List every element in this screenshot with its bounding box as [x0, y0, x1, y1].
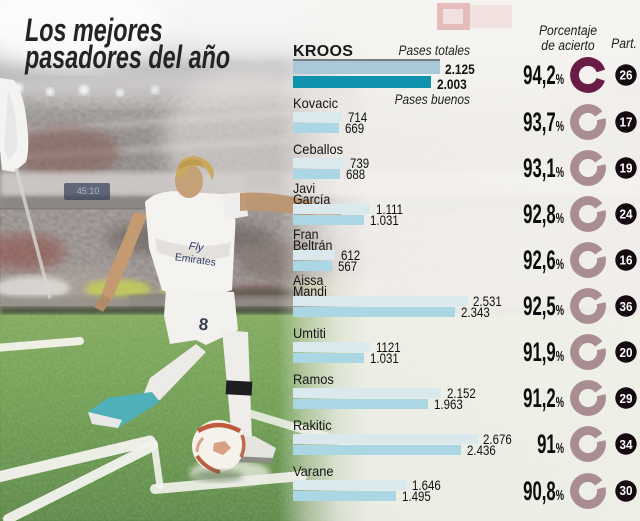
svg-text:17: 17 — [620, 114, 633, 129]
svg-text:16: 16 — [620, 253, 633, 268]
svg-text:30: 30 — [620, 483, 633, 498]
svg-text:19: 19 — [620, 161, 633, 176]
svg-text:26: 26 — [620, 67, 633, 82]
svg-text:36: 36 — [620, 299, 633, 314]
svg-text:20: 20 — [620, 345, 633, 360]
svg-text:24: 24 — [620, 207, 634, 222]
svg-text:29: 29 — [620, 391, 633, 406]
svg-text:34: 34 — [620, 437, 634, 452]
